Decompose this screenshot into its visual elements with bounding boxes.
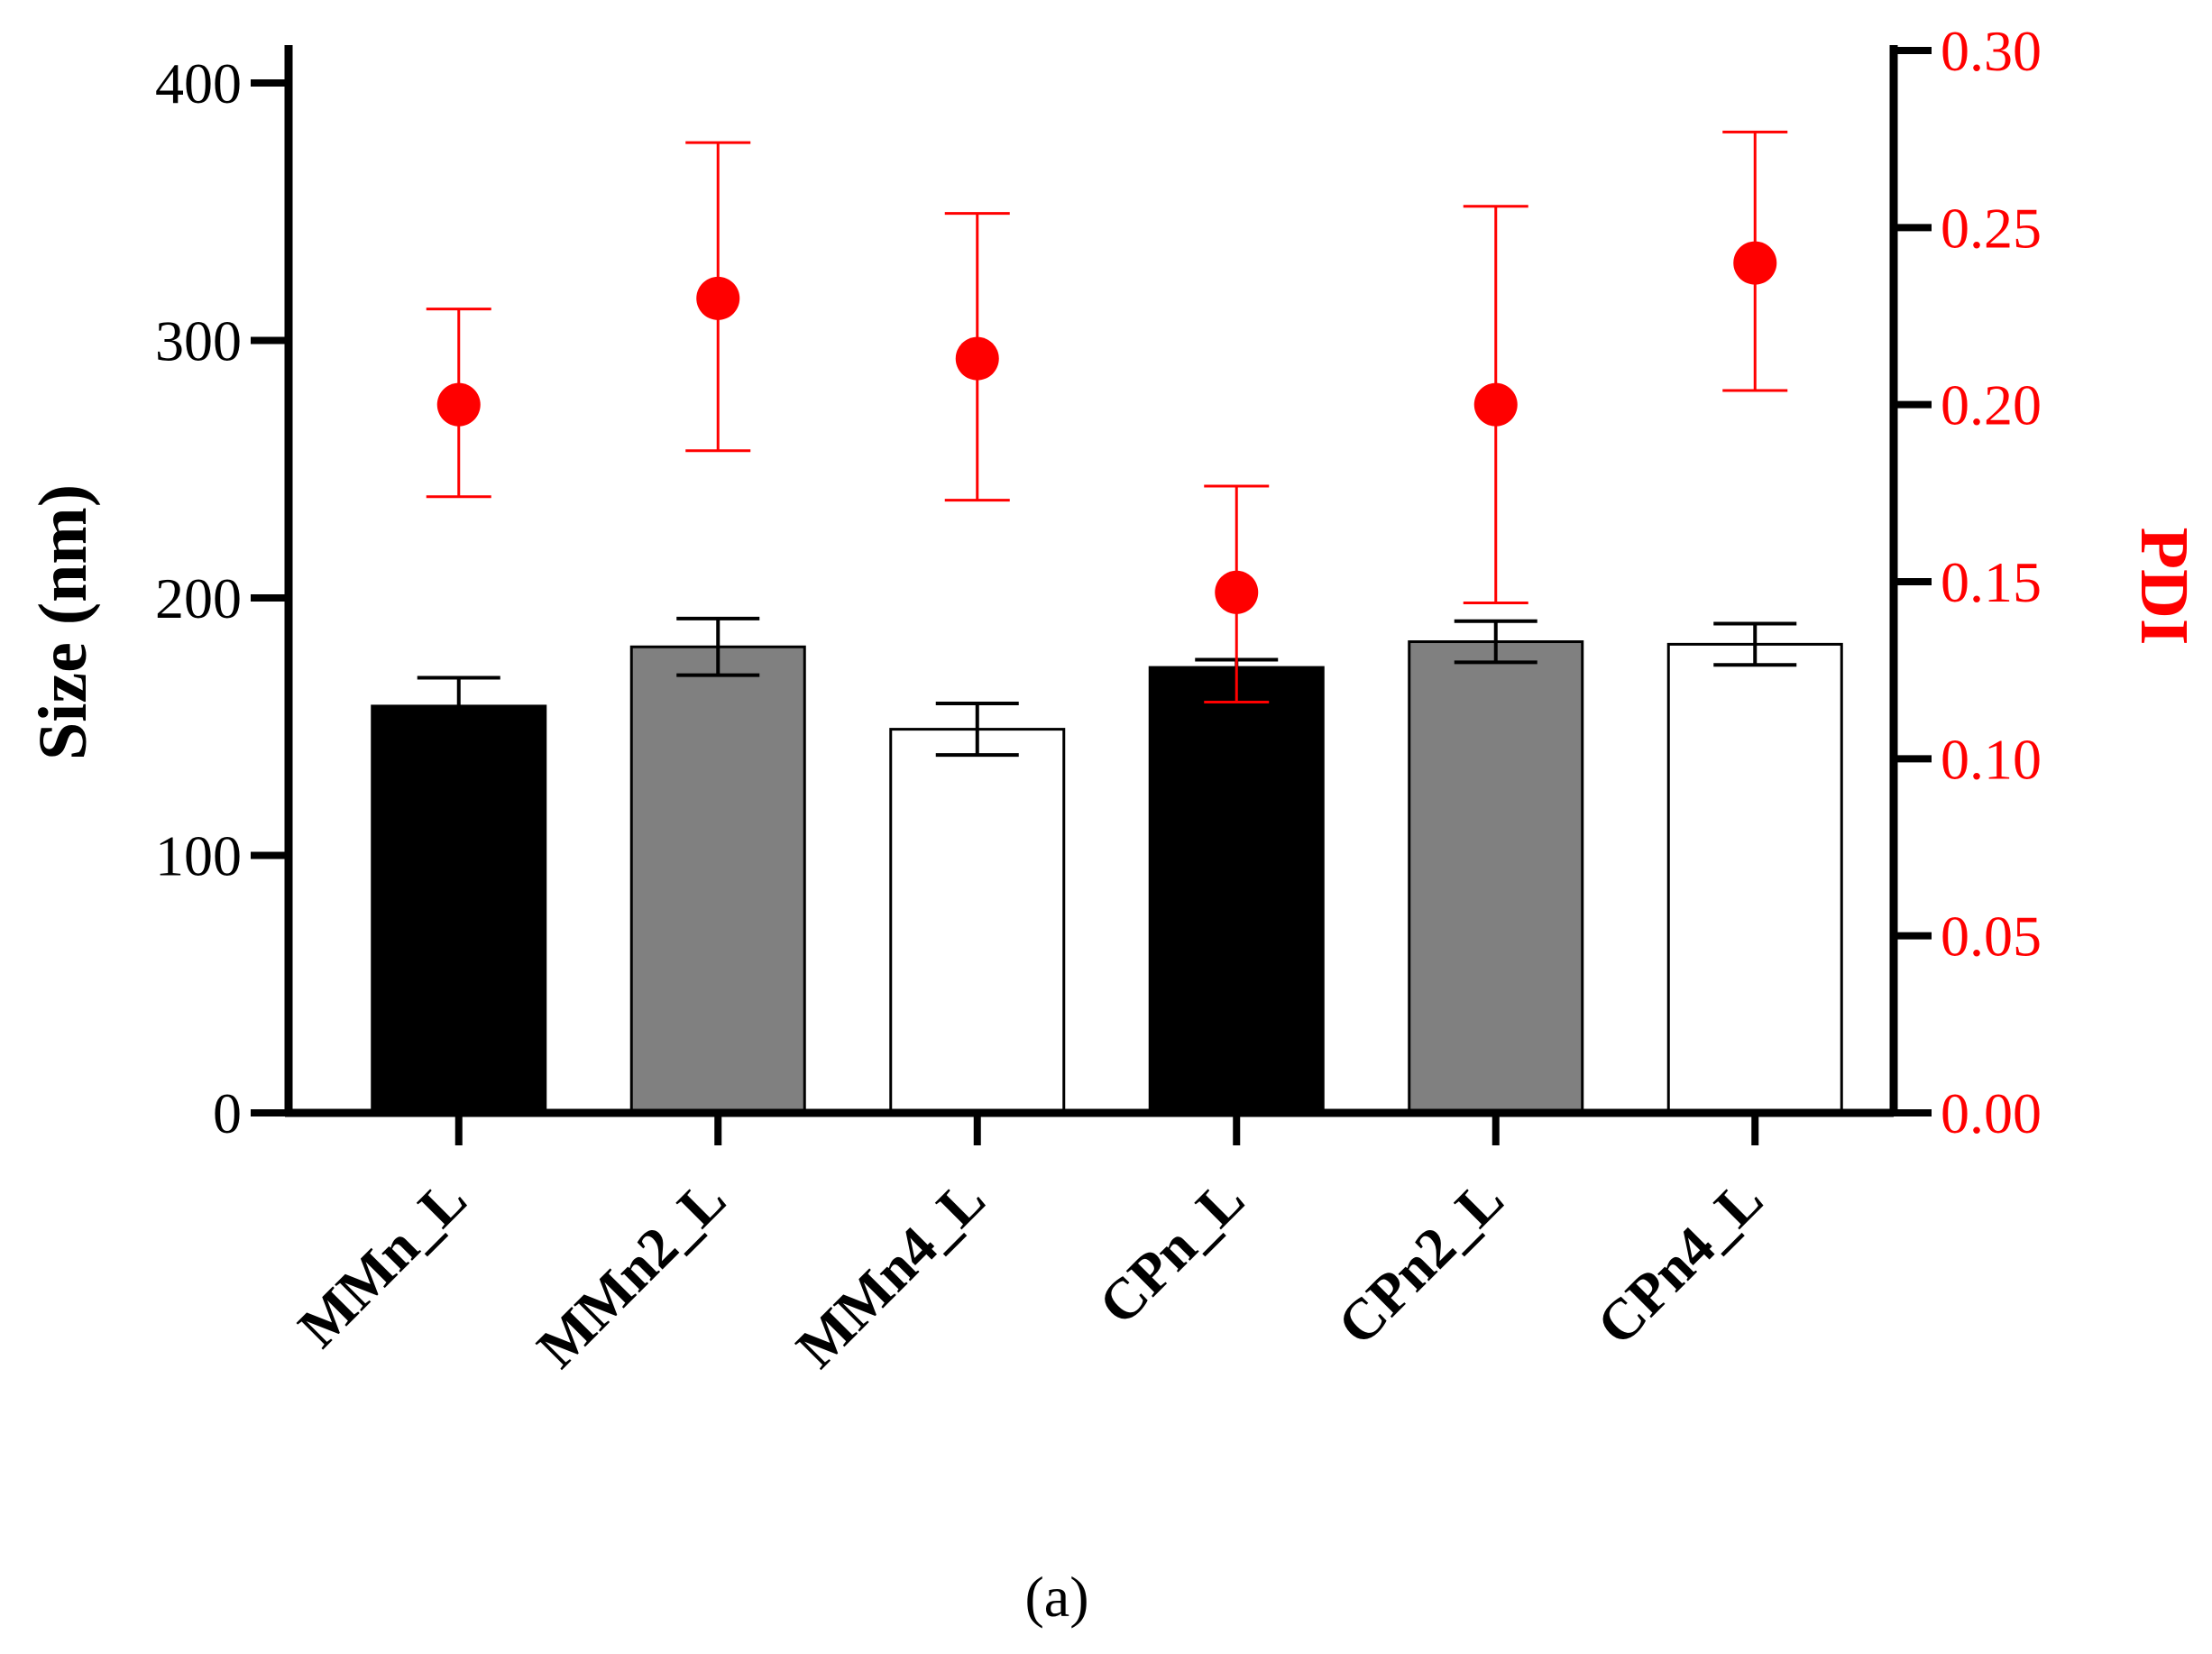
pdi-point-CPn4_L	[1733, 241, 1777, 285]
right-tick-label-0.30: 0.30	[1941, 19, 2042, 83]
bar-error-MMn2_L	[676, 616, 760, 677]
right-tick-label-0.05: 0.05	[1941, 905, 2042, 969]
bar-error-CPn4_L	[1713, 621, 1797, 667]
right-axis-label: PDI	[2126, 528, 2202, 646]
bar-error-CPn2_L	[1454, 619, 1537, 665]
x-tick-label-MMn2_L: MMn2_L	[525, 1167, 738, 1380]
pdi-point-group-MMn2_L	[685, 141, 751, 453]
x-tick-label-MMn_L: MMn_L	[286, 1167, 479, 1360]
points-layer	[426, 130, 1788, 704]
left-tick-label-0: 0	[213, 1081, 242, 1145]
pdi-point-MMn2_L	[696, 276, 740, 320]
bar-error-MMn4_L	[935, 702, 1019, 758]
x-tick-label-CPn2_L: CPn2_L	[1326, 1167, 1516, 1357]
bar-MMn_L	[371, 704, 547, 1115]
pdi-point-group-CPn_L	[1204, 484, 1270, 704]
left-tick-label-200: 200	[155, 566, 242, 630]
right-tick-label-0.10: 0.10	[1941, 727, 2042, 791]
figure-caption: (a)	[1024, 1565, 1088, 1629]
pdi-point-group-MMn_L	[426, 308, 491, 499]
right-tick-label-0.25: 0.25	[1941, 196, 2042, 260]
pdi-point-MMn_L	[436, 382, 481, 427]
left-axis-label: Size (nm)	[25, 484, 101, 760]
pdi-point-group-MMn4_L	[944, 212, 1010, 502]
axes-layer	[251, 45, 1932, 1145]
labels-layer: Size (nm) PDI (a) 0 100 200 300 400 0.00 0.05 0…	[25, 19, 2202, 1629]
x-tick-label-CPn_L: CPn_L	[1087, 1167, 1257, 1337]
bar-CPn2_L	[1408, 640, 1584, 1115]
pdi-point-CPn2_L	[1473, 382, 1518, 427]
x-tick-label-CPn4_L: CPn4_L	[1584, 1167, 1775, 1357]
bar-MMn2_L	[629, 645, 806, 1115]
bar-errors-layer	[417, 616, 1797, 758]
bars-layer	[371, 640, 1843, 1115]
right-tick-label-0.20: 0.20	[1941, 373, 2042, 437]
left-tick-label-300: 300	[155, 309, 242, 373]
pdi-point-group-CPn4_L	[1722, 130, 1788, 392]
x-tick-label-MMn4_L: MMn4_L	[784, 1167, 996, 1380]
pdi-point-group-CPn2_L	[1463, 205, 1528, 605]
right-tick-label-0.15: 0.15	[1941, 550, 2042, 614]
bar-error-MMn_L	[417, 675, 500, 737]
pdi-point-CPn_L	[1215, 570, 1259, 614]
left-tick-label-100: 100	[155, 824, 242, 888]
right-tick-label-0.00: 0.00	[1941, 1081, 2042, 1145]
bar-MMn4_L	[889, 728, 1066, 1115]
bar-CPn_L	[1148, 666, 1325, 1115]
bar-CPn4_L	[1666, 642, 1843, 1115]
pdi-point-MMn4_L	[955, 336, 999, 381]
left-tick-label-400: 400	[155, 51, 242, 115]
